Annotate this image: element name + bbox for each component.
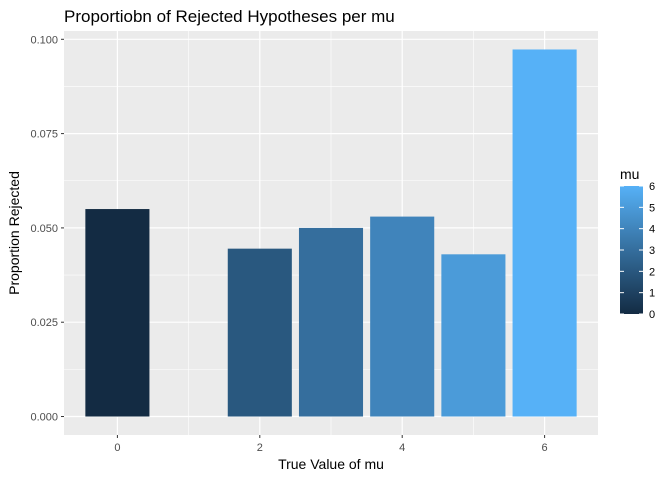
bar	[298, 227, 364, 417]
legend-colorbar	[620, 186, 643, 314]
legend-title: mu	[620, 166, 639, 182]
x-tick-label: 0	[114, 442, 120, 454]
y-tick-label: 0.075	[30, 129, 58, 141]
bars	[85, 49, 577, 417]
y-tick-label: 0.025	[30, 317, 58, 329]
x-tick-label: 4	[399, 442, 405, 454]
legend-tick-label: 2	[649, 266, 655, 278]
x-axis-ticks: 0 2 4 6	[114, 435, 548, 454]
bar	[85, 209, 150, 417]
y-tick-label: 0.100	[30, 34, 58, 46]
y-axis-title: Proportion Rejected	[6, 171, 22, 295]
y-tick-label: 0.000	[30, 412, 58, 424]
y-axis-ticks: 0.000 0.025 0.050 0.075 0.100	[30, 34, 64, 424]
x-tick-label: 6	[542, 442, 548, 454]
legend-tick-label: 1	[649, 288, 655, 300]
legend-ticks: 0 1 2 3 4 5 6	[620, 181, 655, 321]
legend-tick-label: 5	[649, 202, 655, 214]
y-tick-label: 0.050	[30, 223, 58, 235]
legend-tick-label: 3	[649, 245, 655, 257]
legend-tick-label: 0	[649, 309, 655, 321]
legend-tick-label: 6	[649, 181, 655, 193]
bar	[441, 254, 506, 417]
bar	[370, 216, 435, 417]
x-axis-title: True Value of mu	[278, 456, 384, 472]
chart-title: Proportiobn of Rejected Hypotheses per m…	[64, 7, 395, 26]
bar	[227, 248, 292, 417]
bar	[512, 49, 577, 417]
legend: mu 0 1 2 3 4 5 6	[620, 166, 655, 321]
legend-tick-label: 4	[649, 224, 655, 236]
x-tick-label: 2	[257, 442, 263, 454]
